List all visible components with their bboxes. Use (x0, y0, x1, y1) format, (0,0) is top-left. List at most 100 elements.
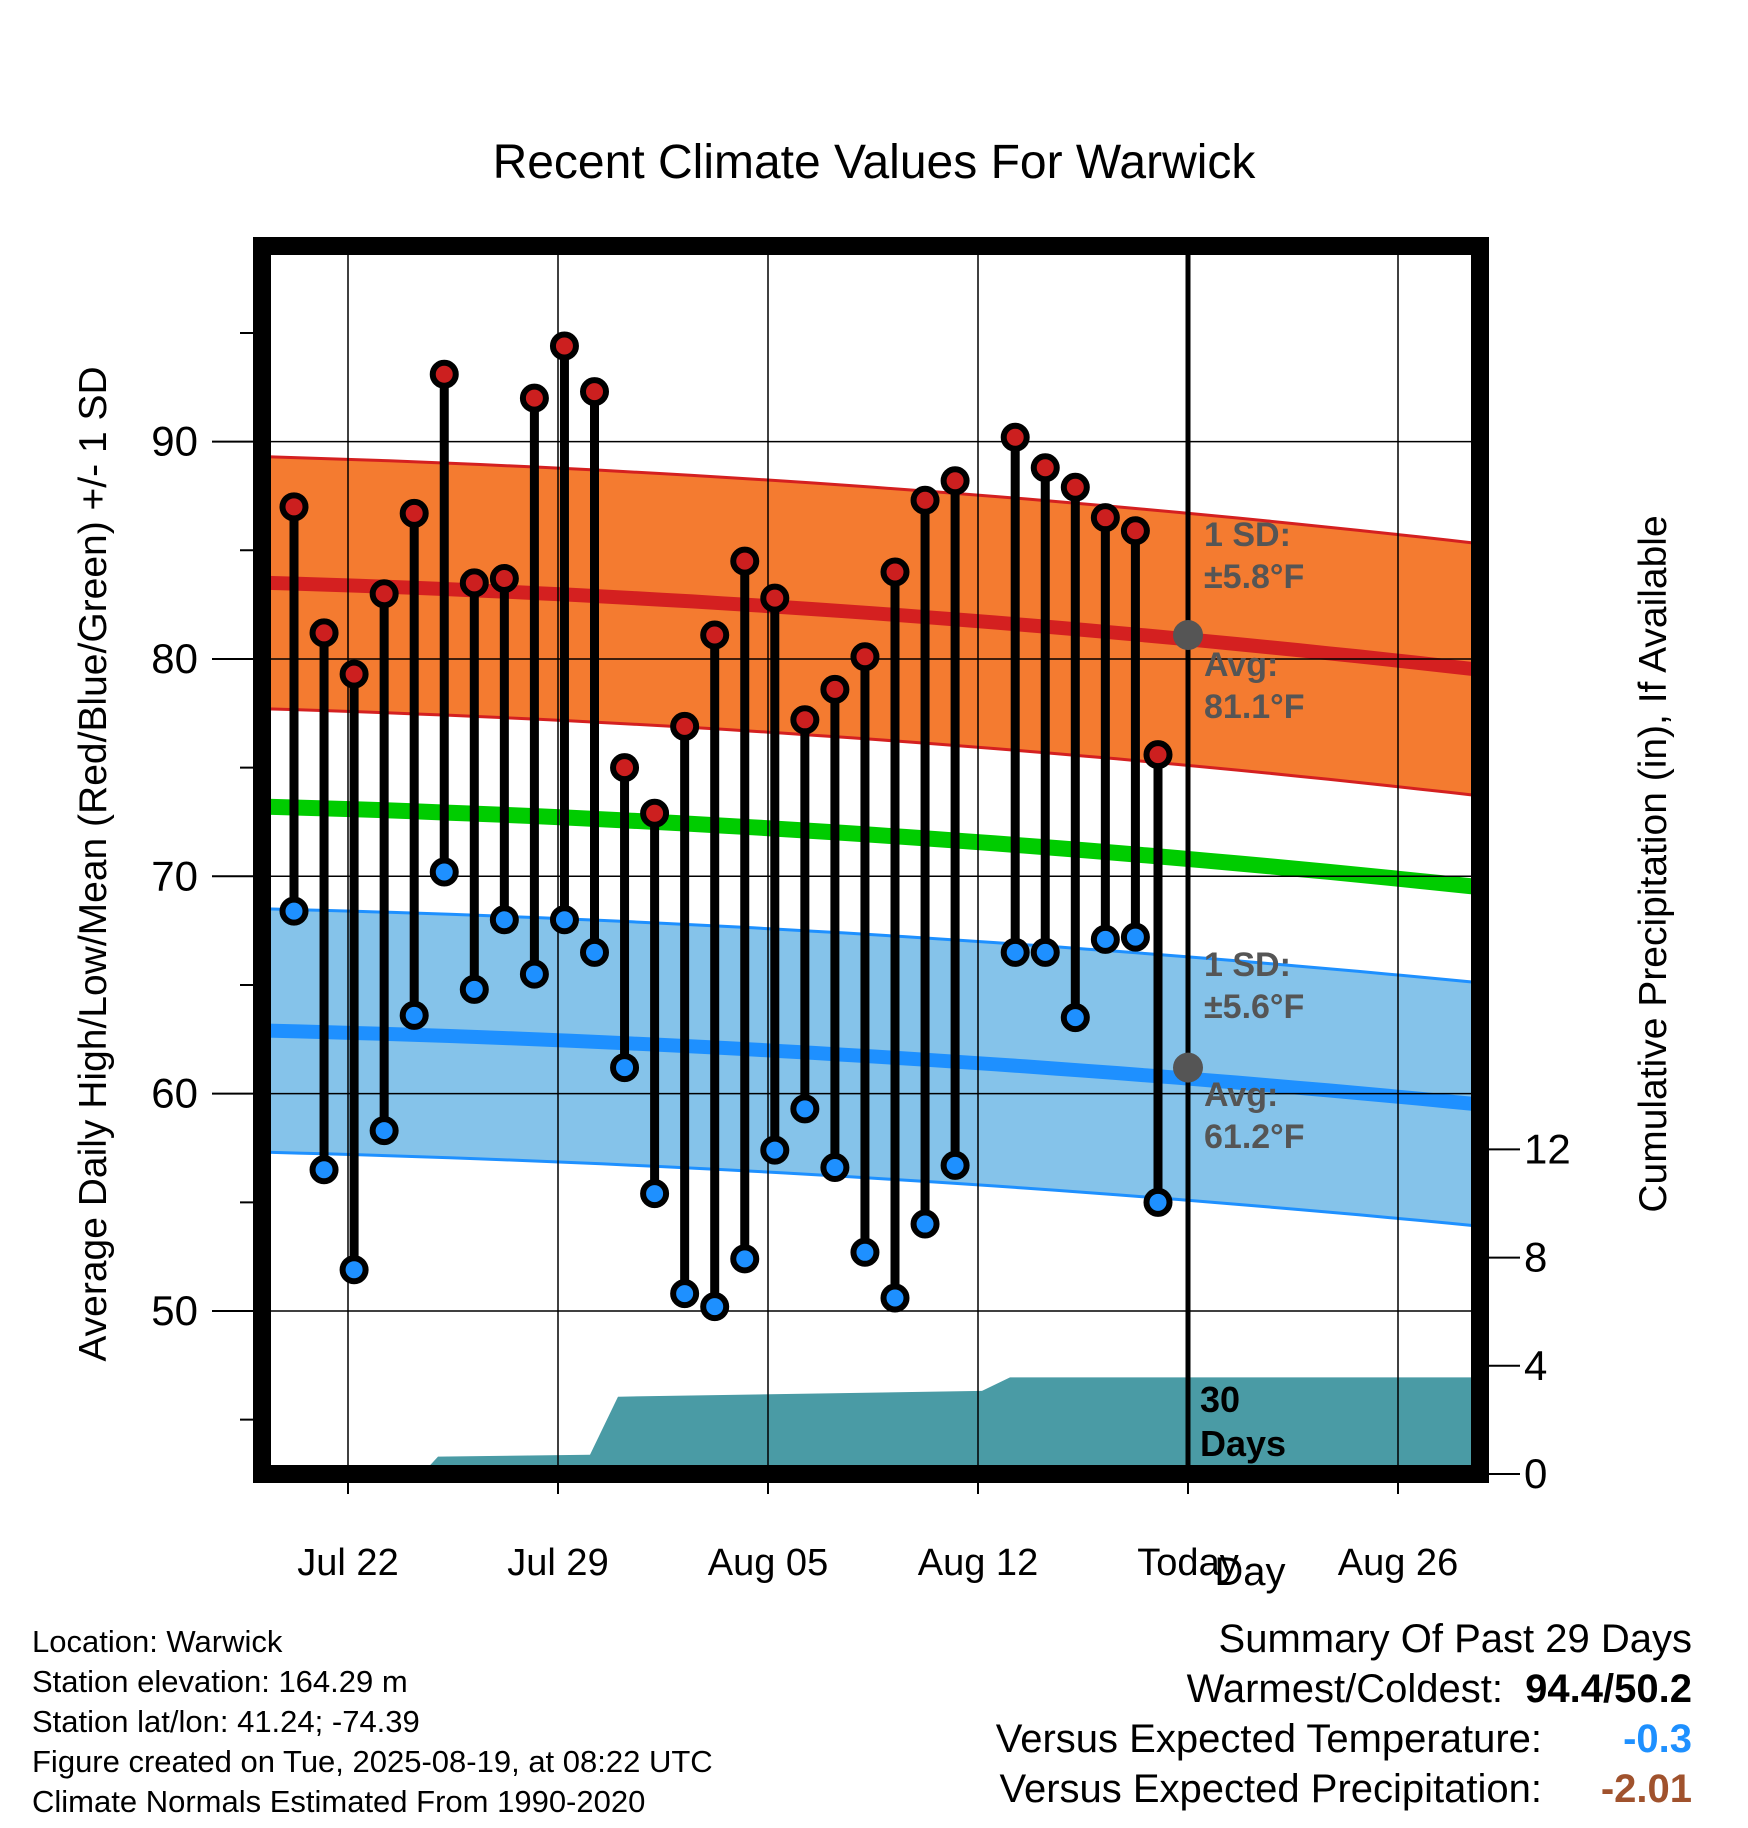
daily-low-point (700, 1292, 730, 1322)
daily-low-point (1090, 924, 1120, 954)
daily-high-point (610, 753, 640, 783)
low-avg-annotation-label: Avg: (1204, 1076, 1278, 1114)
high-sd-annotation-label: 1 SD: (1204, 516, 1291, 554)
daily-high-point (309, 618, 339, 648)
daily-low-point (610, 1053, 640, 1083)
low-band-lower-edge (267, 1150, 1481, 1228)
plot-frame (253, 237, 1489, 1483)
daily-low-point (1060, 1003, 1090, 1033)
daily-high-point (940, 466, 970, 496)
y-left-tick-label: 50 (151, 1287, 198, 1334)
summary-temp-value: -0.3 (1623, 1717, 1692, 1761)
y-right-tick-label: 4 (1524, 1342, 1547, 1389)
daily-low-point (429, 857, 459, 887)
y-right-tick-label: 8 (1524, 1234, 1547, 1281)
high-sd-annotation-value: ±5.8°F (1204, 558, 1304, 596)
y-left-tick-label: 90 (151, 418, 198, 465)
daily-low-point (279, 896, 309, 926)
daily-low-point (1120, 922, 1150, 952)
daily-low-point (339, 1255, 369, 1285)
daily-low-point (1000, 937, 1030, 967)
info-created: Figure created on Tue, 2025-08-19, at 08… (32, 1744, 713, 1779)
daily-high-point (489, 564, 519, 594)
daily-high-point (640, 798, 670, 828)
daily-high-point (339, 659, 369, 689)
y-left-tick-label: 60 (151, 1070, 198, 1117)
y-right-axis-label: Cumulative Precipitation (in), If Availa… (1632, 515, 1675, 1212)
info-latlon: Station lat/lon: 41.24; -74.39 (32, 1704, 420, 1739)
daily-low-point (940, 1150, 970, 1180)
x-tick-label: Jul 22 (297, 1542, 398, 1584)
x-tick-label: Jul 29 (507, 1542, 608, 1584)
summary-warmest-label: Warmest/Coldest: (1186, 1667, 1503, 1711)
summary-precip-label: Versus Expected Precipitation: (999, 1767, 1542, 1811)
daily-high-point (399, 498, 429, 528)
daily-high-point (760, 583, 790, 613)
low-avg-annotation-value: 61.2°F (1204, 1118, 1305, 1156)
daily-low-point (790, 1094, 820, 1124)
daily-high-point (790, 705, 820, 735)
daily-high-point (279, 492, 309, 522)
station-info: Location: Warwick Station elevation: 164… (32, 1622, 713, 1822)
daily-low-point (1143, 1187, 1173, 1217)
daily-high-point (1143, 740, 1173, 770)
daily-low-point (489, 905, 519, 935)
summary-precip-value: -2.01 (1600, 1767, 1692, 1811)
low-average-line (267, 1023, 1481, 1112)
low-sd-annotation-label: 1 SD: (1204, 946, 1291, 984)
daily-low-point (850, 1237, 880, 1267)
daily-high-point (429, 359, 459, 389)
summary-temp-label: Versus Expected Temperature: (995, 1717, 1542, 1761)
days-annotation-number: 30 (1200, 1379, 1240, 1420)
daily-high-point (670, 711, 700, 741)
daily-low-point (1030, 937, 1060, 967)
summary-warmest-value: 94.4/50.2 (1525, 1667, 1692, 1711)
high-sd-band (268, 456, 1480, 796)
high-avg-annotation-label: Avg: (1204, 646, 1278, 684)
precipitation-area (268, 1377, 1480, 1474)
daily-high-point (1060, 472, 1090, 502)
low-sd-annotation-value: ±5.6°F (1204, 988, 1304, 1026)
daily-high-point (1030, 453, 1060, 483)
daily-low-point (820, 1153, 850, 1183)
daily-high-point (549, 331, 579, 361)
daily-high-point (850, 642, 880, 672)
info-elevation: Station elevation: 164.29 m (32, 1664, 408, 1699)
daily-low-point (640, 1179, 670, 1209)
x-tick-label: Aug 26 (1338, 1542, 1458, 1584)
daily-low-point (580, 937, 609, 967)
daily-low-point (309, 1155, 339, 1185)
high-avg-annotation-value: 81.1°F (1204, 688, 1305, 726)
today-high-avg-marker (1173, 620, 1203, 651)
daily-high-point (700, 620, 730, 650)
daily-high-point (369, 579, 399, 609)
summary-heading: Summary Of Past 29 Days (1218, 1617, 1692, 1661)
plot-area: 1 SD: ±5.8°F Avg: 81.1°F 1 SD: ±5.6°F Avg: 61.2… (151, 237, 1571, 1584)
daily-low-point (880, 1283, 910, 1313)
daily-high-point (1090, 503, 1120, 533)
daily-low-point (369, 1116, 399, 1146)
daily-low-point (910, 1209, 940, 1239)
y-left-axis-label: Average Daily High/Low/Mean (Red/Blue/Gr… (72, 366, 115, 1361)
low-sd-band (268, 908, 1480, 1227)
today-low-avg-marker (1173, 1052, 1203, 1083)
y-right-tick-label: 12 (1524, 1125, 1571, 1172)
y-left-tick-label: 80 (151, 635, 198, 682)
chart-title: Recent Climate Values For Warwick (493, 136, 1257, 189)
daily-high-point (580, 377, 609, 407)
daily-low-point (549, 905, 579, 935)
daily-low-point (399, 1000, 429, 1030)
x-tick-label: Aug 05 (708, 1542, 828, 1584)
daily-low-point (519, 959, 549, 989)
daily-high-point (880, 557, 910, 587)
daily-low-point (730, 1244, 760, 1274)
daily-high-point (730, 546, 760, 576)
daily-high-point (459, 568, 489, 598)
daily-low-point (670, 1279, 700, 1309)
info-location: Location: Warwick (32, 1624, 283, 1659)
daily-low-point (760, 1135, 790, 1165)
x-axis-label: Day (1214, 1550, 1285, 1594)
summary-panel: Summary Of Past 29 Days Warmest/Coldest:… (996, 1614, 1692, 1814)
y-right-tick-label: 0 (1524, 1450, 1547, 1497)
